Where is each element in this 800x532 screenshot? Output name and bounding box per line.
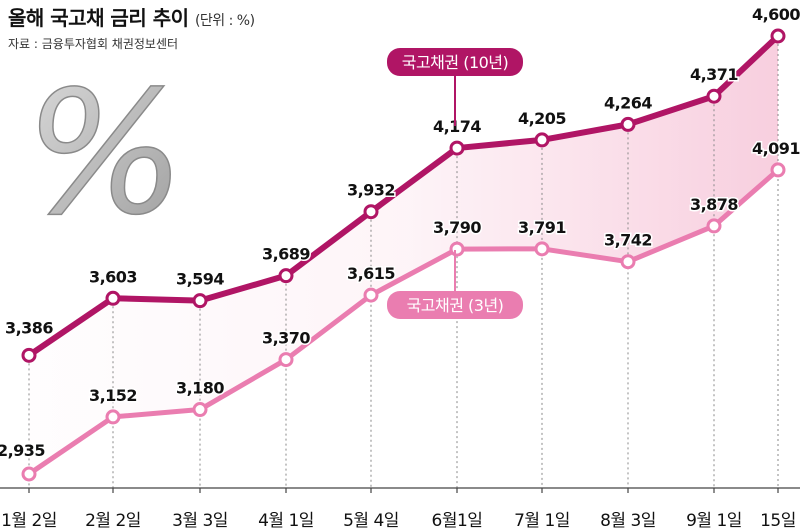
value-label-3y: 3,791	[518, 218, 566, 237]
point-3y	[449, 241, 465, 257]
value-label-3y: 3,152	[89, 386, 137, 405]
x-tick-label: 4월 1일	[258, 511, 314, 531]
value-label-3y: 4,091	[752, 139, 800, 158]
chart-title: 올해 국고채 금리 추이 (단위 : %)	[8, 2, 255, 31]
area-fill-between-series	[29, 36, 778, 474]
point-3y	[105, 409, 121, 425]
point-10y	[770, 28, 786, 44]
value-label-10y: 3,603	[89, 267, 137, 286]
value-label-10y: 3,386	[5, 318, 53, 337]
callout-10y: 국고채권 (10년)	[387, 48, 523, 126]
data-value-labels: 3,386 3,603 3,594 3,689 3,932 4,174 4,205 4,264…	[0, 4, 800, 462]
series-line-10y	[27, 33, 781, 358]
point-3y	[192, 402, 208, 418]
x-tick-label: 2월 2일	[85, 511, 141, 531]
chart-source: 자료 : 금융투자협회 채권정보센터	[8, 37, 179, 51]
callout-box	[387, 291, 523, 319]
x-tick-label: 6월1일	[432, 511, 483, 531]
point-3y	[706, 218, 722, 234]
point-10y	[620, 116, 636, 132]
callout-label: 국고채권 (3년)	[407, 296, 504, 315]
x-axis-labels: 1월 2일 2월 2일 3월 3일 4월 1일 5월 4일 6월1일 7월 1일 8월 3일 9…	[1, 511, 796, 531]
value-label-3y: 3,180	[176, 379, 224, 398]
x-tick-label: 7월 1일	[514, 511, 570, 531]
series-lines	[27, 33, 781, 477]
percent-symbol-decoration: %	[24, 55, 186, 253]
value-label-10y: 4,600	[752, 5, 800, 24]
chart-title-text: 올해 국고채 금리 추이	[8, 6, 189, 30]
point-3y	[363, 287, 379, 303]
value-label-3y: 3,878	[690, 195, 738, 214]
x-axis-ticks	[28, 488, 779, 493]
value-label-3y: 3,790	[433, 218, 481, 237]
x-tick-label: 15일	[760, 511, 796, 531]
x-tick-label: 1월 2일	[1, 511, 57, 531]
x-tick-label: 5월 4일	[343, 511, 399, 531]
callout-label: 국고채권 (10년)	[402, 53, 509, 72]
x-tick-label: 8월 3일	[600, 511, 656, 531]
series-line-3y	[27, 168, 780, 477]
x-tick-label: 3월 3일	[172, 511, 228, 531]
value-label-10y: 4,264	[604, 93, 652, 112]
value-label-10y: 3,932	[347, 181, 395, 200]
x-tick-label: 9월 1일	[686, 511, 742, 531]
point-3y	[770, 162, 786, 178]
chart-unit: (단위 : %)	[194, 13, 255, 29]
value-label-3y: 3,370	[262, 329, 310, 348]
value-label-10y: 4,174	[433, 117, 481, 136]
category-guide-lines	[28, 44, 779, 488]
point-10y	[192, 293, 208, 309]
value-label-3y: 3,742	[604, 231, 652, 250]
point-10y	[278, 268, 294, 284]
callout-3y: 국고채권 (3년)	[387, 250, 523, 319]
value-label-10y: 4,205	[518, 109, 566, 128]
point-10y	[21, 347, 37, 363]
point-10y	[105, 290, 121, 306]
value-label-3y: 3,615	[347, 264, 395, 283]
value-label-3y: 2,935	[0, 441, 45, 460]
value-label-10y: 3,689	[262, 245, 310, 264]
value-label-10y: 3,594	[176, 270, 224, 289]
value-label-10y: 4,371	[690, 65, 738, 84]
point-10y	[534, 132, 550, 148]
point-10y	[706, 88, 722, 104]
callout-box	[387, 48, 523, 76]
point-3y	[21, 466, 37, 482]
point-3y	[278, 352, 294, 368]
point-3y	[620, 254, 636, 270]
data-points	[21, 28, 786, 482]
chart-header: 올해 국고채 금리 추이 (단위 : %) 자료 : 금융투자협회 채권정보센터	[8, 2, 255, 52]
point-10y	[449, 140, 465, 156]
series-callouts: 국고채권 (10년) 국고채권 (3년)	[387, 48, 523, 319]
point-3y	[534, 241, 550, 257]
point-10y	[363, 204, 379, 220]
